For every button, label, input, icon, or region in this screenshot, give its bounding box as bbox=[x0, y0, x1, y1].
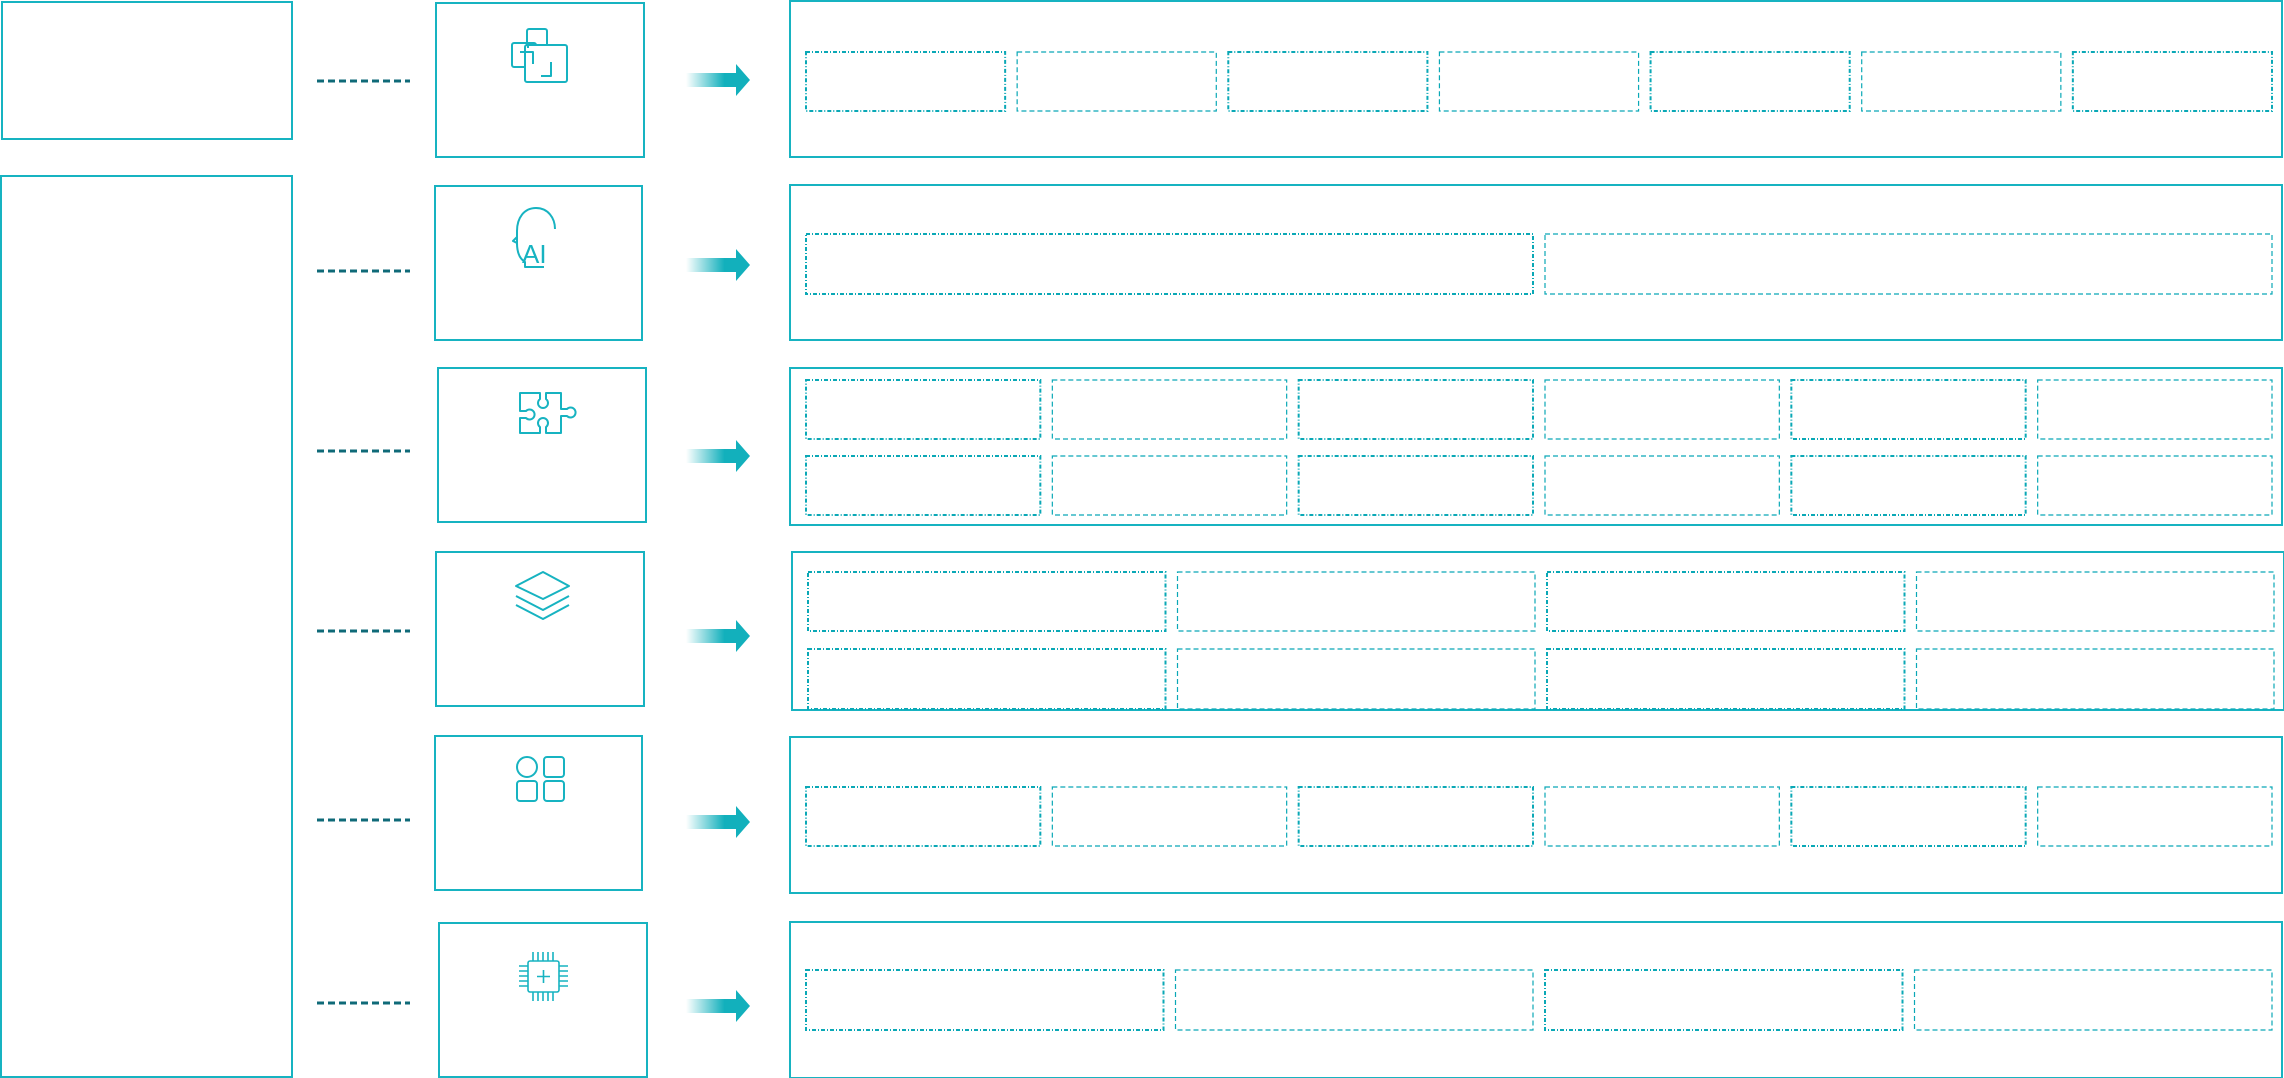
left-main-box bbox=[0, 175, 293, 1078]
component-slot bbox=[2037, 455, 2273, 516]
component-slot bbox=[1174, 969, 1534, 1031]
component-slot bbox=[2037, 786, 2273, 847]
component-slot bbox=[1913, 969, 2273, 1031]
component-slot bbox=[1649, 51, 1851, 112]
component-slot bbox=[1051, 455, 1288, 516]
component-slot bbox=[1297, 379, 1534, 440]
ai-head-icon: AI bbox=[512, 207, 556, 269]
component-slot bbox=[805, 233, 1534, 295]
arrow-icon bbox=[686, 249, 750, 281]
arrow-icon bbox=[686, 440, 750, 472]
layer-box bbox=[789, 921, 2283, 1078]
arrow-icon bbox=[686, 806, 750, 838]
component-slot bbox=[1790, 379, 2027, 440]
component-slot bbox=[805, 786, 1042, 847]
layer-box bbox=[791, 551, 2284, 711]
arrow-icon bbox=[686, 620, 750, 652]
component-slot bbox=[1544, 379, 1780, 440]
component-slot bbox=[807, 571, 1167, 632]
component-slot bbox=[1915, 571, 2275, 632]
component-slot bbox=[1297, 786, 1534, 847]
chip-icon bbox=[519, 952, 568, 1001]
component-slot bbox=[1176, 648, 1536, 710]
component-slot bbox=[1546, 571, 1906, 632]
icon-box bbox=[438, 922, 648, 1078]
left-header-box bbox=[1, 1, 293, 140]
component-slot bbox=[1438, 51, 1640, 112]
component-slot bbox=[1297, 455, 1534, 516]
component-slot bbox=[1227, 51, 1429, 112]
arrow-icon bbox=[686, 990, 750, 1022]
copy-windows-icon bbox=[511, 28, 568, 83]
icon-box bbox=[437, 367, 647, 523]
component-slot bbox=[805, 455, 1042, 516]
component-slot bbox=[2071, 51, 2274, 112]
component-slot bbox=[1861, 51, 2062, 112]
component-slot bbox=[1544, 233, 2273, 295]
component-slot bbox=[1790, 786, 2027, 847]
component-slot bbox=[1051, 786, 1288, 847]
icon-box bbox=[434, 735, 643, 891]
component-slot bbox=[1016, 51, 1217, 112]
component-slot bbox=[1915, 648, 2275, 710]
layer-box bbox=[789, 0, 2283, 158]
component-slot bbox=[1544, 786, 1780, 847]
component-slot bbox=[2037, 379, 2273, 440]
svg-text:AI: AI bbox=[522, 239, 547, 269]
component-slot bbox=[805, 379, 1042, 440]
component-slot bbox=[805, 51, 1007, 112]
component-slot bbox=[1546, 648, 1906, 710]
layer-box bbox=[789, 367, 2283, 526]
arrow-icon bbox=[686, 64, 750, 96]
component-slot bbox=[1544, 455, 1780, 516]
layer-box bbox=[789, 736, 2283, 894]
component-slot bbox=[1544, 969, 1904, 1031]
apps-grid-icon bbox=[516, 756, 565, 802]
icon-box bbox=[435, 2, 645, 158]
icon-box bbox=[435, 551, 645, 707]
layer-box bbox=[789, 184, 2283, 341]
component-slot bbox=[1051, 379, 1288, 440]
component-slot bbox=[805, 969, 1165, 1031]
component-slot bbox=[1176, 571, 1536, 632]
component-slot bbox=[807, 648, 1167, 710]
component-slot bbox=[1790, 455, 2027, 516]
puzzle-icon bbox=[519, 392, 577, 434]
layers-icon bbox=[515, 571, 570, 620]
icon-box bbox=[434, 185, 643, 341]
